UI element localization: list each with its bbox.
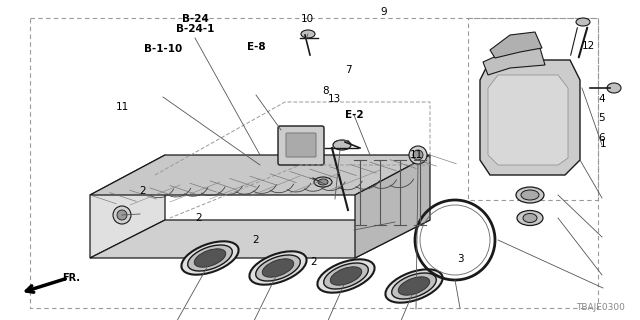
- Polygon shape: [90, 155, 430, 195]
- Text: 3: 3: [458, 254, 464, 264]
- Polygon shape: [490, 32, 542, 58]
- Text: 2: 2: [139, 186, 145, 196]
- Text: 10: 10: [301, 14, 314, 24]
- Ellipse shape: [385, 269, 443, 303]
- Ellipse shape: [317, 259, 374, 293]
- Ellipse shape: [195, 249, 226, 267]
- Text: 2: 2: [310, 257, 317, 268]
- Text: 1: 1: [600, 139, 606, 149]
- Text: 11: 11: [410, 150, 422, 160]
- Text: B-1-10: B-1-10: [144, 44, 182, 54]
- Text: FR.: FR.: [62, 273, 80, 283]
- Ellipse shape: [181, 241, 239, 275]
- Text: B-24-1: B-24-1: [176, 24, 214, 34]
- Ellipse shape: [392, 273, 436, 299]
- Ellipse shape: [324, 263, 368, 289]
- Polygon shape: [355, 155, 430, 258]
- Text: 13: 13: [328, 94, 341, 104]
- Text: 8: 8: [322, 86, 328, 96]
- Ellipse shape: [301, 30, 315, 38]
- Ellipse shape: [576, 18, 590, 26]
- Polygon shape: [480, 60, 580, 175]
- Polygon shape: [90, 155, 165, 258]
- Ellipse shape: [330, 267, 362, 285]
- Ellipse shape: [250, 251, 307, 285]
- Text: E-2: E-2: [344, 110, 364, 120]
- Ellipse shape: [256, 255, 300, 281]
- Ellipse shape: [333, 140, 351, 150]
- Text: 2: 2: [195, 212, 202, 223]
- Ellipse shape: [314, 177, 332, 187]
- Text: E-8: E-8: [246, 42, 266, 52]
- Ellipse shape: [318, 179, 328, 185]
- Ellipse shape: [188, 245, 232, 271]
- FancyBboxPatch shape: [278, 126, 324, 165]
- Ellipse shape: [516, 187, 544, 203]
- Polygon shape: [488, 75, 568, 165]
- Ellipse shape: [398, 277, 429, 295]
- Ellipse shape: [517, 211, 543, 226]
- Ellipse shape: [523, 213, 537, 222]
- Bar: [30, 18, 598, 308]
- Bar: [468, 18, 598, 200]
- Text: B-24: B-24: [182, 13, 209, 24]
- Text: 9: 9: [381, 7, 387, 17]
- Text: 11: 11: [116, 102, 129, 112]
- Circle shape: [409, 146, 427, 164]
- Polygon shape: [90, 220, 430, 258]
- Polygon shape: [483, 48, 545, 75]
- Text: 12: 12: [582, 41, 595, 52]
- Text: 4: 4: [598, 94, 605, 104]
- Circle shape: [413, 150, 423, 160]
- Ellipse shape: [607, 83, 621, 93]
- Text: TBAJE0300: TBAJE0300: [576, 303, 625, 312]
- FancyBboxPatch shape: [286, 133, 316, 157]
- Ellipse shape: [262, 259, 294, 277]
- Circle shape: [117, 210, 127, 220]
- Text: 5: 5: [598, 113, 605, 124]
- Circle shape: [113, 206, 131, 224]
- Text: 6: 6: [598, 132, 605, 143]
- Text: 2: 2: [253, 235, 259, 245]
- Ellipse shape: [521, 190, 539, 200]
- Text: 7: 7: [346, 65, 352, 76]
